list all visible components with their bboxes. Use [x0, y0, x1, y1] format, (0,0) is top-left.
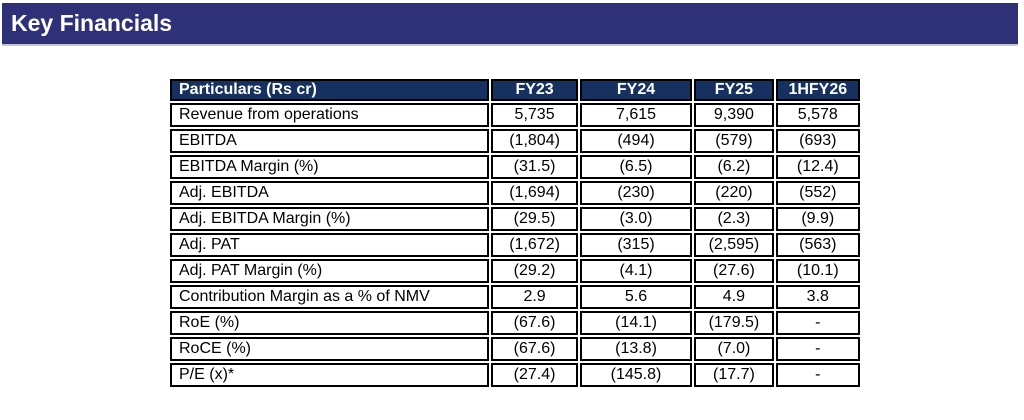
value-cell: (552) [775, 181, 860, 205]
table-row: Adj. PAT Margin (%) (29.2) (4.1) (27.6) (10.… [170, 259, 860, 283]
row-label: Adj. PAT Margin (%) [170, 259, 490, 283]
row-label: RoE (%) [170, 311, 490, 335]
section-title-bar: Key Financials [2, 3, 1018, 46]
table-row: P/E (x)* (27.4) (145.8) (17.7) - [170, 363, 860, 387]
col-header-fy23: FY23 [491, 79, 578, 101]
value-cell: (10.1) [775, 259, 860, 283]
value-cell: - [775, 311, 860, 335]
value-cell: (6.2) [694, 155, 774, 179]
value-cell: (230) [579, 181, 693, 205]
table-row: Adj. EBITDA (1,694) (230) (220) (552) [170, 181, 860, 205]
row-label: Revenue from operations [170, 103, 490, 127]
value-cell: (315) [579, 233, 693, 257]
value-cell: - [775, 363, 860, 387]
value-cell: 3.8 [775, 285, 860, 309]
row-label: Contribution Margin as a % of NMV [170, 285, 490, 309]
value-cell: (31.5) [491, 155, 578, 179]
value-cell: 9,390 [694, 103, 774, 127]
value-cell: (27.6) [694, 259, 774, 283]
table-row: Adj. PAT (1,672) (315) (2,595) (563) [170, 233, 860, 257]
value-cell: 5,578 [775, 103, 860, 127]
value-cell: (7.0) [694, 337, 774, 361]
financials-table-container: Particulars (Rs cr) FY23 FY24 FY25 1HFY26 Re… [168, 77, 862, 389]
value-cell: 2.9 [491, 285, 578, 309]
value-cell: (563) [775, 233, 860, 257]
table-row: EBITDA (1,804) (494) (579) (693) [170, 129, 860, 153]
table-body: Revenue from operations 5,735 7,615 9,390 5,… [170, 103, 860, 387]
table-row: RoCE (%) (67.6) (13.8) (7.0) - [170, 337, 860, 361]
value-cell: (3.0) [579, 207, 693, 231]
value-cell: (67.6) [491, 337, 578, 361]
value-cell: 5.6 [579, 285, 693, 309]
value-cell: (6.5) [579, 155, 693, 179]
value-cell: (220) [694, 181, 774, 205]
row-label: EBITDA Margin (%) [170, 155, 490, 179]
value-cell: (693) [775, 129, 860, 153]
value-cell: (1,804) [491, 129, 578, 153]
value-cell: (29.5) [491, 207, 578, 231]
value-cell: (2,595) [694, 233, 774, 257]
value-cell: (1,672) [491, 233, 578, 257]
key-financials-table: Particulars (Rs cr) FY23 FY24 FY25 1HFY26 Re… [168, 77, 862, 389]
value-cell: (29.2) [491, 259, 578, 283]
row-label: Adj. EBITDA Margin (%) [170, 207, 490, 231]
value-cell: (27.4) [491, 363, 578, 387]
col-header-fy25: FY25 [694, 79, 774, 101]
row-label: EBITDA [170, 129, 490, 153]
value-cell: 4.9 [694, 285, 774, 309]
value-cell: (145.8) [579, 363, 693, 387]
col-header-particulars: Particulars (Rs cr) [170, 79, 490, 101]
value-cell: - [775, 337, 860, 361]
table-row: Revenue from operations 5,735 7,615 9,390 5,… [170, 103, 860, 127]
table-header-row: Particulars (Rs cr) FY23 FY24 FY25 1HFY26 [170, 79, 860, 101]
value-cell: 5,735 [491, 103, 578, 127]
value-cell: (17.7) [694, 363, 774, 387]
row-label: RoCE (%) [170, 337, 490, 361]
row-label: P/E (x)* [170, 363, 490, 387]
value-cell: (179.5) [694, 311, 774, 335]
page-title: Key Financials [11, 10, 173, 36]
row-label: Adj. PAT [170, 233, 490, 257]
table-row: RoE (%) (67.6) (14.1) (179.5) - [170, 311, 860, 335]
value-cell: (494) [579, 129, 693, 153]
row-label: Adj. EBITDA [170, 181, 490, 205]
value-cell: (579) [694, 129, 774, 153]
value-cell: (12.4) [775, 155, 860, 179]
value-cell: (14.1) [579, 311, 693, 335]
value-cell: (1,694) [491, 181, 578, 205]
col-header-fy24: FY24 [579, 79, 693, 101]
table-row: Adj. EBITDA Margin (%) (29.5) (3.0) (2.3) (9… [170, 207, 860, 231]
value-cell: (2.3) [694, 207, 774, 231]
table-row: Contribution Margin as a % of NMV 2.9 5.6 4… [170, 285, 860, 309]
value-cell: 7,615 [579, 103, 693, 127]
value-cell: (4.1) [579, 259, 693, 283]
value-cell: (13.8) [579, 337, 693, 361]
value-cell: (9.9) [775, 207, 860, 231]
col-header-1hfy26: 1HFY26 [775, 79, 860, 101]
value-cell: (67.6) [491, 311, 578, 335]
table-row: EBITDA Margin (%) (31.5) (6.5) (6.2) (12.4) [170, 155, 860, 179]
